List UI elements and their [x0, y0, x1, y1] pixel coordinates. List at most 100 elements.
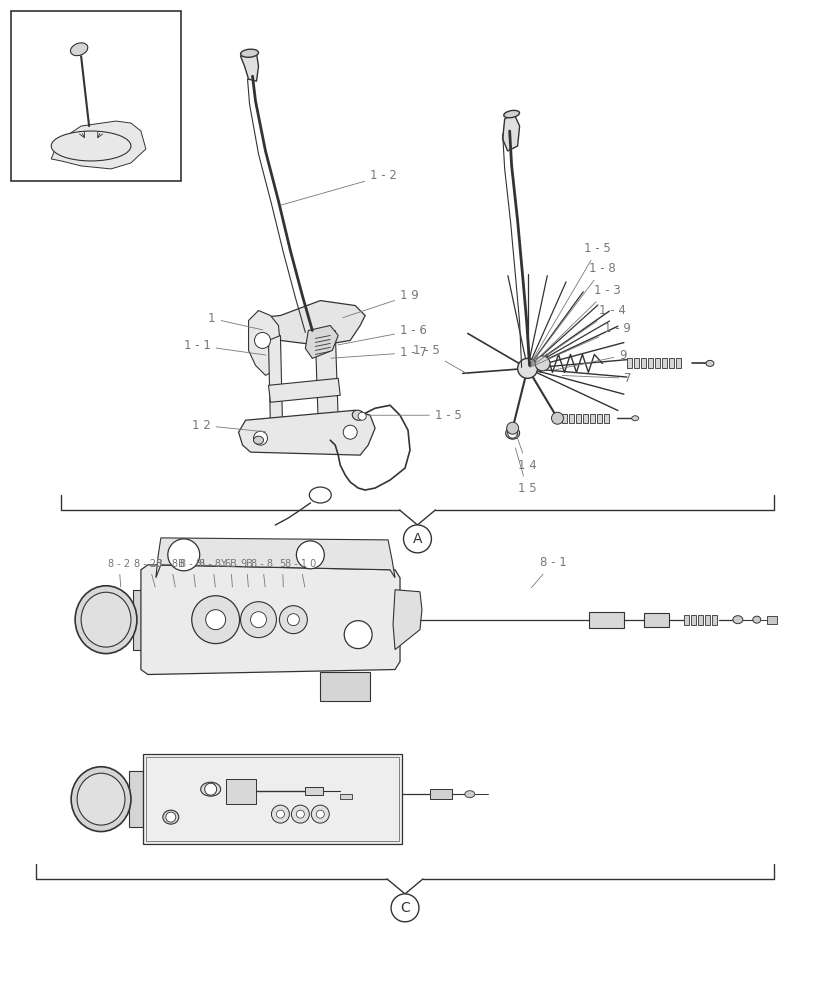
- Text: 1 - 1: 1 - 1: [184, 339, 266, 355]
- Text: 1 - 8: 1 - 8: [530, 262, 616, 366]
- Circle shape: [254, 431, 268, 445]
- Bar: [669, 358, 674, 368]
- Circle shape: [344, 621, 372, 649]
- Circle shape: [272, 805, 290, 823]
- Circle shape: [255, 332, 270, 348]
- Circle shape: [206, 610, 225, 630]
- Ellipse shape: [535, 356, 550, 371]
- Bar: [648, 358, 653, 368]
- Circle shape: [508, 428, 517, 438]
- Polygon shape: [315, 330, 339, 425]
- Polygon shape: [268, 378, 340, 402]
- Bar: [146, 757, 399, 841]
- Bar: [583, 414, 588, 423]
- Circle shape: [166, 812, 175, 822]
- Text: 1 2: 1 2: [192, 419, 266, 432]
- Polygon shape: [141, 565, 400, 675]
- Bar: [634, 358, 639, 368]
- Bar: [589, 612, 624, 628]
- Polygon shape: [268, 335, 282, 428]
- Circle shape: [552, 412, 564, 424]
- Circle shape: [296, 810, 304, 818]
- Bar: [641, 358, 646, 368]
- Bar: [628, 358, 632, 368]
- Circle shape: [287, 614, 299, 626]
- Text: 8 - 8B: 8 - 8B: [157, 559, 185, 587]
- Bar: [430, 789, 452, 799]
- Ellipse shape: [254, 436, 264, 444]
- Circle shape: [168, 539, 200, 571]
- Text: 1 9: 1 9: [343, 289, 419, 318]
- Polygon shape: [249, 311, 281, 375]
- Circle shape: [312, 805, 330, 823]
- Bar: [562, 414, 567, 423]
- Ellipse shape: [163, 810, 179, 824]
- Text: 1 - 5: 1 - 5: [413, 344, 468, 374]
- Circle shape: [291, 805, 309, 823]
- Polygon shape: [265, 301, 365, 345]
- Circle shape: [344, 425, 357, 439]
- Bar: [705, 615, 710, 625]
- Text: 1 - 3: 1 - 3: [530, 284, 621, 366]
- Bar: [305, 787, 323, 795]
- Text: 1 5: 1 5: [516, 448, 536, 495]
- Circle shape: [507, 422, 519, 434]
- Bar: [143, 754, 402, 844]
- Polygon shape: [241, 51, 259, 81]
- Bar: [11, 11, 181, 181]
- Bar: [712, 615, 717, 625]
- Bar: [321, 672, 370, 701]
- Polygon shape: [503, 113, 520, 151]
- Circle shape: [404, 525, 432, 553]
- Polygon shape: [51, 121, 146, 169]
- Bar: [655, 358, 660, 368]
- Text: 7: 7: [562, 372, 632, 385]
- Ellipse shape: [70, 43, 88, 56]
- Text: 8 - 8I: 8 - 8I: [180, 559, 205, 587]
- Ellipse shape: [201, 782, 220, 796]
- Ellipse shape: [71, 767, 131, 832]
- Text: 5: 5: [279, 559, 286, 587]
- Polygon shape: [305, 325, 339, 358]
- Text: A: A: [413, 532, 422, 546]
- Polygon shape: [238, 410, 375, 455]
- Polygon shape: [156, 538, 395, 578]
- Bar: [676, 358, 681, 368]
- Text: 9B: 9B: [240, 559, 253, 587]
- Ellipse shape: [706, 360, 714, 366]
- Text: 8 - 8Y: 8 - 8Y: [199, 559, 227, 587]
- Bar: [698, 615, 703, 625]
- Ellipse shape: [506, 427, 520, 439]
- Text: 8 - 1 0: 8 - 1 0: [285, 559, 316, 587]
- Text: 9: 9: [555, 349, 627, 370]
- Bar: [576, 414, 582, 423]
- Text: 1 - 2: 1 - 2: [282, 169, 397, 205]
- Text: 1 - 7: 1 - 7: [331, 346, 427, 359]
- Bar: [597, 414, 602, 423]
- Text: 8 - 8: 8 - 8: [251, 559, 273, 587]
- Text: 8 - 1: 8 - 1: [531, 556, 566, 588]
- Bar: [605, 414, 610, 423]
- Ellipse shape: [81, 592, 131, 647]
- Ellipse shape: [51, 131, 131, 161]
- Bar: [644, 613, 669, 627]
- Circle shape: [251, 612, 267, 628]
- Circle shape: [192, 596, 240, 644]
- Bar: [133, 590, 148, 650]
- Circle shape: [205, 783, 217, 795]
- Bar: [591, 414, 596, 423]
- Ellipse shape: [75, 586, 137, 654]
- Bar: [129, 771, 143, 827]
- Bar: [684, 615, 689, 625]
- Ellipse shape: [753, 616, 761, 623]
- Circle shape: [277, 810, 285, 818]
- Circle shape: [241, 602, 277, 638]
- Text: 1 - 5: 1 - 5: [529, 242, 611, 366]
- Circle shape: [317, 810, 324, 818]
- Bar: [662, 358, 667, 368]
- Circle shape: [358, 412, 366, 420]
- Ellipse shape: [78, 773, 125, 825]
- Circle shape: [391, 894, 419, 922]
- Ellipse shape: [309, 487, 331, 503]
- Circle shape: [296, 541, 324, 569]
